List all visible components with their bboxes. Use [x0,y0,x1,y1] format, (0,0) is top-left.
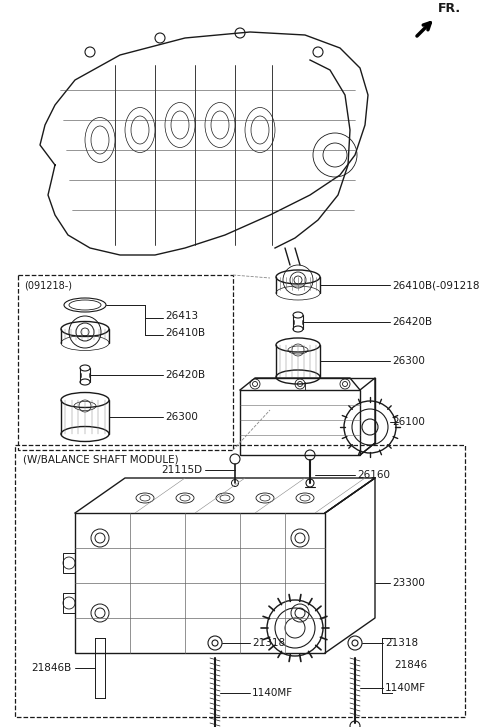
Text: 21318: 21318 [252,638,285,648]
Text: 26420B: 26420B [392,317,432,327]
Text: 26300: 26300 [392,356,425,366]
Bar [240,390,360,455]
Text: (W/BALANCE SHAFT MODULE): (W/BALANCE SHAFT MODULE) [23,454,179,464]
Text: 1140MF: 1140MF [385,683,426,693]
Bar [18,275,233,450]
Bar [15,445,465,717]
Bar [75,513,325,653]
Text: 26300: 26300 [165,412,198,422]
Text: 23300: 23300 [392,578,425,588]
Text: (091218-): (091218-) [24,280,72,290]
Text: 21846: 21846 [394,660,427,670]
Text: 26410B(-091218): 26410B(-091218) [392,280,480,290]
Text: 26413: 26413 [165,311,198,321]
Bar [63,553,75,573]
Text: 1140MF: 1140MF [252,688,293,698]
Text: 21115D: 21115D [161,465,202,475]
Bar [63,593,75,613]
Text: 26410B: 26410B [165,328,205,338]
Text: 21846B: 21846B [32,663,72,673]
Text: 26420B: 26420B [165,370,205,380]
Text: 21318: 21318 [385,638,418,648]
Text: 26100: 26100 [392,417,425,427]
Text: 26160: 26160 [357,470,390,480]
Text: FR.: FR. [438,2,461,15]
